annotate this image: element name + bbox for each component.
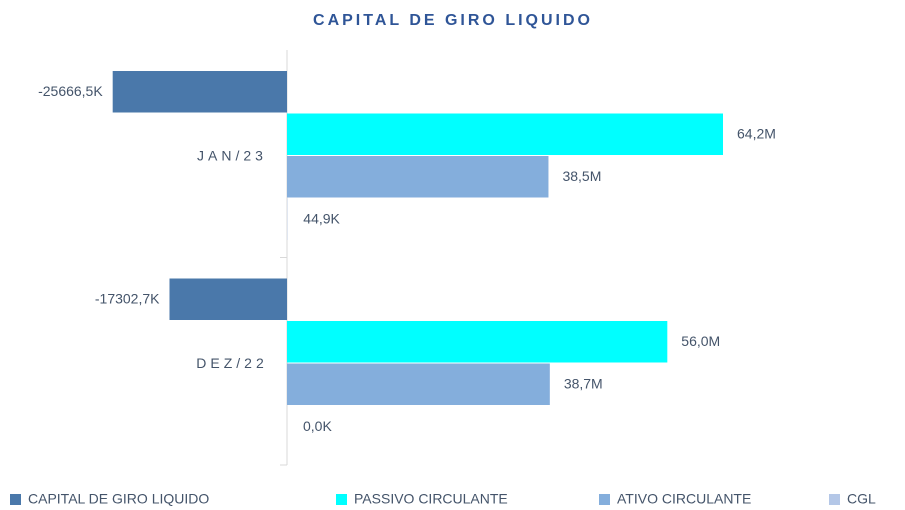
legend-label: CGL [847, 491, 876, 507]
category-label: DEZ/22 [196, 355, 267, 371]
value-label: -25666,5K [38, 83, 103, 99]
bar [112, 71, 287, 113]
value-label: 38,5M [562, 168, 601, 184]
value-label: 0,0K [303, 418, 332, 434]
legend-label: CAPITAL DE GIRO LIQUIDO [28, 491, 209, 507]
legend-swatch [336, 494, 347, 505]
value-label: 38,7M [564, 375, 603, 391]
legend-swatch [829, 494, 840, 505]
legend-label: ATIVO CIRCULANTE [617, 491, 751, 507]
value-label: 44,9K [303, 210, 340, 226]
legend-swatch [599, 494, 610, 505]
bar [287, 321, 668, 363]
value-label: 64,2M [737, 125, 776, 141]
legend-swatch [10, 494, 21, 505]
legend-label: PASSIVO CIRCULANTE [354, 491, 508, 507]
category-label: JAN/23 [197, 148, 267, 164]
bar [169, 278, 287, 320]
value-label: -17302,7K [95, 290, 160, 306]
chart-title: CAPITAL DE GIRO LIQUIDO [313, 12, 593, 29]
bar [287, 156, 549, 198]
value-label: 56,0M [681, 333, 720, 349]
bar [287, 113, 723, 155]
bar [287, 363, 550, 405]
